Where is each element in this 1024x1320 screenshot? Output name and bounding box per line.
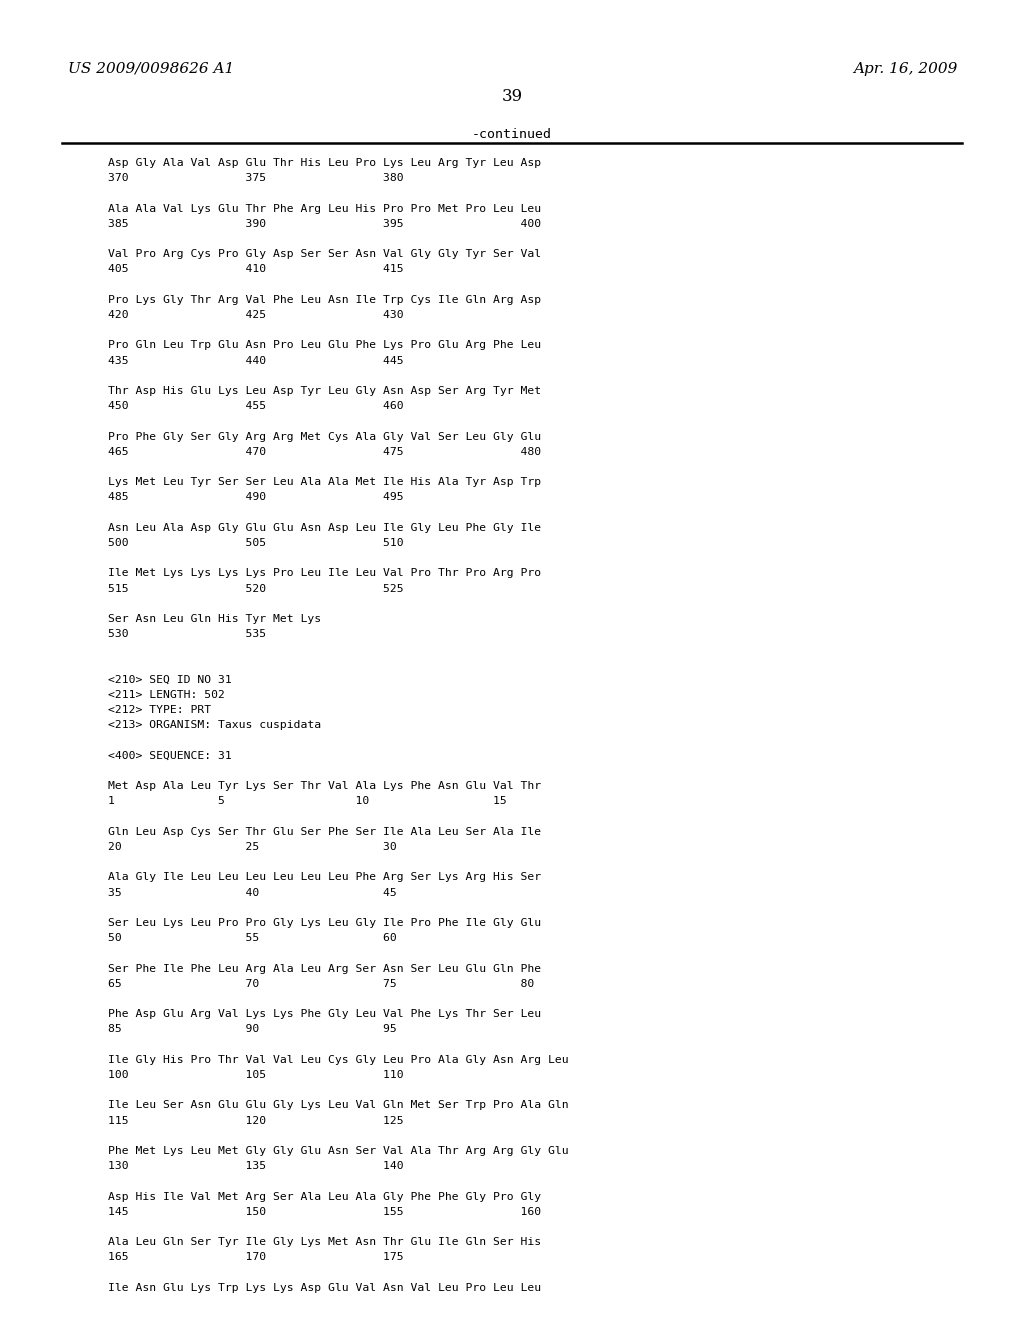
Text: 1               5                   10                  15: 1 5 10 15 xyxy=(108,796,507,807)
Text: Phe Met Lys Leu Met Gly Gly Glu Asn Ser Val Ala Thr Arg Arg Gly Glu: Phe Met Lys Leu Met Gly Gly Glu Asn Ser … xyxy=(108,1146,568,1156)
Text: Ser Phe Ile Phe Leu Arg Ala Leu Arg Ser Asn Ser Leu Glu Gln Phe: Ser Phe Ile Phe Leu Arg Ala Leu Arg Ser … xyxy=(108,964,541,974)
Text: 165                 170                 175: 165 170 175 xyxy=(108,1253,403,1262)
Text: Ala Leu Gln Ser Tyr Ile Gly Lys Met Asn Thr Glu Ile Gln Ser His: Ala Leu Gln Ser Tyr Ile Gly Lys Met Asn … xyxy=(108,1237,541,1247)
Text: Phe Asp Glu Arg Val Lys Lys Phe Gly Leu Val Phe Lys Thr Ser Leu: Phe Asp Glu Arg Val Lys Lys Phe Gly Leu … xyxy=(108,1010,541,1019)
Text: 385                 390                 395                 400: 385 390 395 400 xyxy=(108,219,541,228)
Text: 515                 520                 525: 515 520 525 xyxy=(108,583,403,594)
Text: Asn Leu Ala Asp Gly Glu Glu Asn Asp Leu Ile Gly Leu Phe Gly Ile: Asn Leu Ala Asp Gly Glu Glu Asn Asp Leu … xyxy=(108,523,541,533)
Text: 465                 470                 475                 480: 465 470 475 480 xyxy=(108,446,541,457)
Text: <400> SEQUENCE: 31: <400> SEQUENCE: 31 xyxy=(108,751,231,760)
Text: <213> ORGANISM: Taxus cuspidata: <213> ORGANISM: Taxus cuspidata xyxy=(108,721,322,730)
Text: 39: 39 xyxy=(502,88,522,106)
Text: 35                  40                  45: 35 40 45 xyxy=(108,887,396,898)
Text: Asp Gly Ala Val Asp Glu Thr His Leu Pro Lys Leu Arg Tyr Leu Asp: Asp Gly Ala Val Asp Glu Thr His Leu Pro … xyxy=(108,158,541,168)
Text: 485                 490                 495: 485 490 495 xyxy=(108,492,403,503)
Text: Ser Asn Leu Gln His Tyr Met Lys: Ser Asn Leu Gln His Tyr Met Lys xyxy=(108,614,322,624)
Text: Thr Asp His Glu Lys Leu Asp Tyr Leu Gly Asn Asp Ser Arg Tyr Met: Thr Asp His Glu Lys Leu Asp Tyr Leu Gly … xyxy=(108,385,541,396)
Text: 500                 505                 510: 500 505 510 xyxy=(108,539,403,548)
Text: 405                 410                 415: 405 410 415 xyxy=(108,264,403,275)
Text: <210> SEQ ID NO 31: <210> SEQ ID NO 31 xyxy=(108,675,231,685)
Text: Ile Asn Glu Lys Trp Lys Lys Asp Glu Val Asn Val Leu Pro Leu Leu: Ile Asn Glu Lys Trp Lys Lys Asp Glu Val … xyxy=(108,1283,541,1292)
Text: 115                 120                 125: 115 120 125 xyxy=(108,1115,403,1126)
Text: 530                 535: 530 535 xyxy=(108,630,266,639)
Text: Ser Leu Lys Leu Pro Pro Gly Lys Leu Gly Ile Pro Phe Ile Gly Glu: Ser Leu Lys Leu Pro Pro Gly Lys Leu Gly … xyxy=(108,917,541,928)
Text: Ile Gly His Pro Thr Val Val Leu Cys Gly Leu Pro Ala Gly Asn Arg Leu: Ile Gly His Pro Thr Val Val Leu Cys Gly … xyxy=(108,1055,568,1065)
Text: <211> LENGTH: 502: <211> LENGTH: 502 xyxy=(108,690,225,700)
Text: 420                 425                 430: 420 425 430 xyxy=(108,310,403,319)
Text: 435                 440                 445: 435 440 445 xyxy=(108,355,403,366)
Text: <212> TYPE: PRT: <212> TYPE: PRT xyxy=(108,705,211,715)
Text: 85                  90                  95: 85 90 95 xyxy=(108,1024,396,1035)
Text: Gln Leu Asp Cys Ser Thr Glu Ser Phe Ser Ile Ala Leu Ser Ala Ile: Gln Leu Asp Cys Ser Thr Glu Ser Phe Ser … xyxy=(108,826,541,837)
Text: Ala Ala Val Lys Glu Thr Phe Arg Leu His Pro Pro Met Pro Leu Leu: Ala Ala Val Lys Glu Thr Phe Arg Leu His … xyxy=(108,203,541,214)
Text: Pro Lys Gly Thr Arg Val Phe Leu Asn Ile Trp Cys Ile Gln Arg Asp: Pro Lys Gly Thr Arg Val Phe Leu Asn Ile … xyxy=(108,294,541,305)
Text: Lys Met Leu Tyr Ser Ser Leu Ala Ala Met Ile His Ala Tyr Asp Trp: Lys Met Leu Tyr Ser Ser Leu Ala Ala Met … xyxy=(108,478,541,487)
Text: Val Pro Arg Cys Pro Gly Asp Ser Ser Asn Val Gly Gly Tyr Ser Val: Val Pro Arg Cys Pro Gly Asp Ser Ser Asn … xyxy=(108,249,541,259)
Text: Apr. 16, 2009: Apr. 16, 2009 xyxy=(854,62,958,77)
Text: Ile Met Lys Lys Lys Lys Pro Leu Ile Leu Val Pro Thr Pro Arg Pro: Ile Met Lys Lys Lys Lys Pro Leu Ile Leu … xyxy=(108,569,541,578)
Text: 65                  70                  75                  80: 65 70 75 80 xyxy=(108,979,535,989)
Text: -continued: -continued xyxy=(472,128,552,141)
Text: Met Asp Ala Leu Tyr Lys Ser Thr Val Ala Lys Phe Asn Glu Val Thr: Met Asp Ala Leu Tyr Lys Ser Thr Val Ala … xyxy=(108,781,541,791)
Text: 130                 135                 140: 130 135 140 xyxy=(108,1162,403,1171)
Text: US 2009/0098626 A1: US 2009/0098626 A1 xyxy=(68,62,234,77)
Text: 450                 455                 460: 450 455 460 xyxy=(108,401,403,412)
Text: 370                 375                 380: 370 375 380 xyxy=(108,173,403,183)
Text: Pro Phe Gly Ser Gly Arg Arg Met Cys Ala Gly Val Ser Leu Gly Glu: Pro Phe Gly Ser Gly Arg Arg Met Cys Ala … xyxy=(108,432,541,442)
Text: 100                 105                 110: 100 105 110 xyxy=(108,1071,403,1080)
Text: 20                  25                  30: 20 25 30 xyxy=(108,842,396,851)
Text: 145                 150                 155                 160: 145 150 155 160 xyxy=(108,1206,541,1217)
Text: 50                  55                  60: 50 55 60 xyxy=(108,933,396,944)
Text: Ile Leu Ser Asn Glu Glu Gly Lys Leu Val Gln Met Ser Trp Pro Ala Gln: Ile Leu Ser Asn Glu Glu Gly Lys Leu Val … xyxy=(108,1101,568,1110)
Text: Pro Gln Leu Trp Glu Asn Pro Leu Glu Phe Lys Pro Glu Arg Phe Leu: Pro Gln Leu Trp Glu Asn Pro Leu Glu Phe … xyxy=(108,341,541,350)
Text: Ala Gly Ile Leu Leu Leu Leu Leu Leu Phe Arg Ser Lys Arg His Ser: Ala Gly Ile Leu Leu Leu Leu Leu Leu Phe … xyxy=(108,873,541,882)
Text: Asp His Ile Val Met Arg Ser Ala Leu Ala Gly Phe Phe Gly Pro Gly: Asp His Ile Val Met Arg Ser Ala Leu Ala … xyxy=(108,1192,541,1201)
